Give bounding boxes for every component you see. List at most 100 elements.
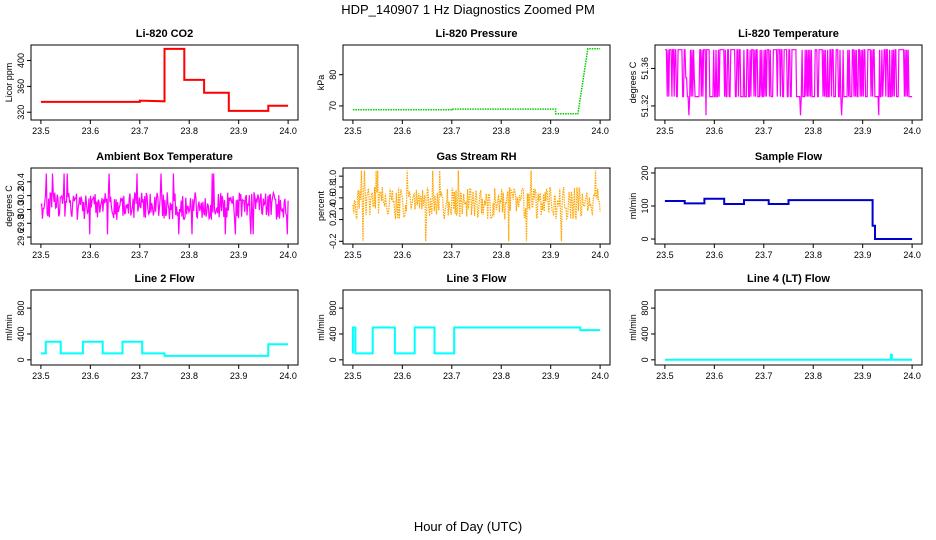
y-tick-label: 400 [16,53,26,68]
y-tick-label: 80 [328,70,338,80]
x-tick-label: 23.9 [230,250,248,260]
y-tick-label: 320 [16,105,26,120]
y-tick-label: 51.36 [640,57,650,80]
chart-title: Sample Flow [755,151,823,163]
x-tick-label: 24.0 [903,250,921,260]
y-tick-label: 400 [328,326,338,341]
x-tick-label: 24.0 [591,126,609,136]
y-tick-label: 0 [16,357,26,362]
x-tick-label: 23.8 [180,250,198,260]
y-tick-label: -0.2 [328,234,338,250]
y-tick-label: 30.2 [16,187,26,205]
series-line [664,197,913,240]
y-tick-label: 800 [640,301,650,316]
y-tick-label: 0 [328,357,338,362]
x-tick-label: 23.7 [443,371,461,381]
y-tick-label: 0 [640,237,650,242]
y-tick-label: 100 [640,198,650,213]
x-tick-label: 23.6 [394,126,412,136]
x-tick-label: 23.9 [542,126,560,136]
series-line [351,326,601,355]
y-tick-label: 0.6 [328,192,338,205]
y-tick-label: 0.4 [328,202,338,215]
chart-panel-8: Line 3 Flow 23.5 23.6 23.7 23.8 23.9 24.0 0 400 8… [316,273,611,381]
x-tick-label: 24.0 [903,371,921,381]
x-tick-label: 23.8 [804,126,822,136]
x-tick-label: 24.0 [279,371,297,381]
y-tick-label: 0 [640,357,650,362]
x-tick-label: 23.8 [492,250,510,260]
x-tick-label: 24.0 [279,126,297,136]
y-tick-label: 800 [328,301,338,316]
y-tick-label: 29.6 [16,228,26,246]
plot-frame [342,289,611,366]
plot-frame [654,289,923,366]
plot-frame [342,44,611,121]
chart-title: Ambient Box Temperature [96,151,233,163]
chart-title: Line 3 Flow [447,273,507,285]
y-axis-label: percent [316,190,326,221]
y-tick-label: 0.2 [328,213,338,226]
x-tick-label: 23.5 [344,250,362,260]
x-tick-label: 23.7 [755,371,773,381]
y-axis-label: Licor ppm [4,63,14,103]
figure-title: HDP_140907 1 Hz Diagnostics Zoomed PM [341,2,595,17]
x-tick-label: 23.7 [755,250,773,260]
series-line [664,49,913,116]
chart-title: Li-820 Temperature [738,28,839,40]
x-tick-label: 23.6 [706,126,724,136]
x-tick-label: 23.9 [542,250,560,260]
figure-xlabel: Hour of Day (UTC) [414,519,522,534]
y-tick-label: 200 [640,165,650,180]
series-line [664,353,913,361]
y-tick-label: 800 [16,301,26,316]
x-tick-label: 23.7 [755,126,773,136]
chart-panel-7: Line 2 Flow 23.5 23.6 23.7 23.8 23.9 24.0 0 400 8… [4,273,299,381]
chart-panel-5: Gas Stream RH 23.5 23.6 23.7 23.8 23.9 24.0 -0.… [316,151,611,260]
chart-title: Line 2 Flow [135,273,195,285]
y-axis-label: ml/min [4,314,14,341]
y-axis-label: kPa [316,75,326,91]
x-tick-label: 23.9 [854,371,872,381]
x-tick-label: 23.5 [344,371,362,381]
x-tick-label: 23.9 [230,126,248,136]
x-tick-label: 23.5 [656,126,674,136]
x-tick-label: 23.6 [394,250,412,260]
x-tick-label: 24.0 [591,250,609,260]
chart-panel-1: Li-820 CO2 23.5 23.6 23.7 23.8 23.9 24.0 320 360… [4,28,299,136]
plot-frame [30,289,299,366]
x-tick-label: 23.5 [344,126,362,136]
series-line [352,170,601,242]
x-tick-label: 23.5 [32,250,50,260]
x-tick-label: 23.8 [180,126,198,136]
y-tick-label: 51.32 [640,95,650,118]
x-tick-label: 23.5 [32,371,50,381]
x-tick-label: 23.9 [542,371,560,381]
x-tick-label: 23.8 [804,250,822,260]
x-tick-label: 23.8 [492,126,510,136]
y-tick-label: 30.4 [16,173,26,191]
y-tick-label: 30.0 [16,201,26,219]
chart-panel-4: Ambient Box Temperature 23.5 23.6 23.7 23.8 2… [4,151,299,260]
y-tick-label: 400 [640,326,650,341]
x-tick-label: 23.8 [804,371,822,381]
series-line [40,340,289,357]
x-tick-label: 23.6 [82,250,100,260]
y-tick-label: 70 [328,101,338,111]
x-tick-label: 23.9 [854,126,872,136]
y-tick-label: 1.0 [328,170,338,183]
chart-panel-2: Li-820 Pressure 23.5 23.6 23.7 23.8 23.9 24.0 7… [316,28,611,136]
chart-panel-3: Li-820 Temperature 23.5 23.6 23.7 23.8 23.9 24… [628,28,923,136]
y-tick-label: 400 [16,326,26,341]
x-tick-label: 23.9 [230,371,248,381]
y-tick-label: 360 [16,79,26,94]
x-tick-label: 23.5 [656,371,674,381]
plot-frame [342,167,611,245]
x-tick-label: 23.8 [180,371,198,381]
y-tick-label: 0.8 [328,181,338,194]
x-tick-label: 24.0 [279,250,297,260]
x-tick-label: 24.0 [903,126,921,136]
x-tick-label: 23.7 [131,250,149,260]
x-tick-label: 23.8 [492,371,510,381]
